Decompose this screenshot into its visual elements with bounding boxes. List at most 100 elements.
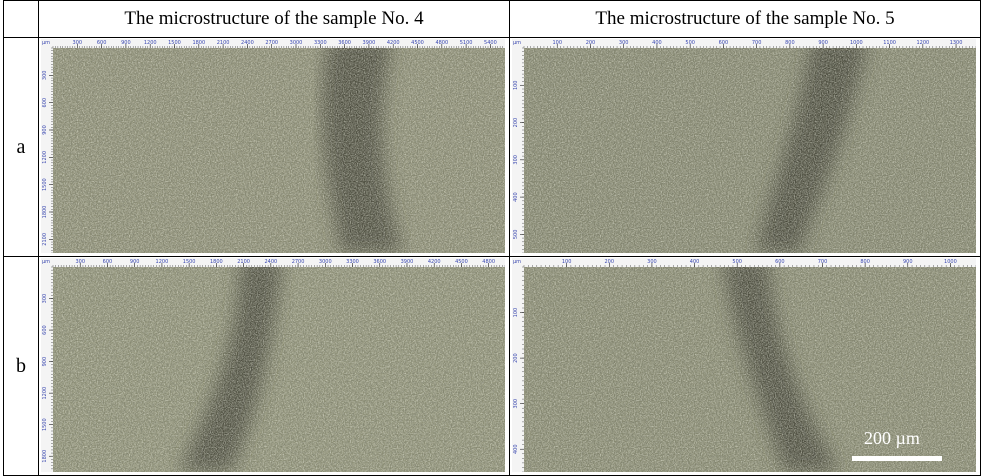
row: a µm 300 600 900 1200 1500 1800 2100 2400 2700 300… [4, 38, 981, 257]
scale-bar-label: 200 µm [864, 428, 920, 448]
row-label: a [4, 38, 39, 257]
ruler-label: 3000 [319, 259, 332, 265]
micrograph: µm 300 600 900 1200 1500 1800 2100 2400 2700 3000 3… [41, 258, 505, 472]
ruler-label: 300 [73, 40, 83, 46]
ruler-left [512, 258, 524, 472]
ruler-label: 3600 [373, 259, 386, 265]
ruler-label: 1500 [183, 259, 196, 265]
figure-table: The microstructure of the sample No. 4 T… [3, 0, 981, 476]
ruler-label: 3900 [363, 40, 376, 46]
header-row: The microstructure of the sample No. 4 T… [4, 1, 981, 38]
ruler-label: 500 [685, 40, 695, 46]
ruler-label: 2700 [265, 40, 278, 46]
ruler-label: 1500 [42, 178, 48, 191]
ruler-unit: µm [42, 40, 50, 46]
ruler-label: 100 [513, 308, 519, 318]
ruler-label: 1200 [156, 259, 169, 265]
ruler-label: 200 [605, 259, 615, 265]
ruler-label: 2100 [217, 40, 230, 46]
ruler-label: 900 [42, 357, 48, 367]
ruler-label: 400 [513, 444, 519, 454]
ruler-label: 900 [121, 40, 131, 46]
ruler-label: 400 [690, 259, 700, 265]
ruler-label: 3300 [314, 40, 327, 46]
ruler-label: 1800 [42, 450, 48, 463]
ruler-label: 4200 [428, 259, 441, 265]
ruler-label: 2100 [237, 259, 250, 265]
ruler-label: 1300 [950, 40, 963, 46]
ruler-label: 1200 [144, 40, 157, 46]
ruler-label: 600 [97, 40, 107, 46]
ruler-label: 200 [586, 40, 596, 46]
ruler-label: 3900 [401, 259, 414, 265]
ruler-label: 900 [42, 125, 48, 135]
ruler-label: 700 [818, 259, 828, 265]
ruler-label: 4800 [482, 259, 495, 265]
page: The microstructure of the sample No. 4 T… [0, 0, 986, 476]
ruler-label: 800 [860, 259, 870, 265]
ruler-label: 300 [75, 259, 85, 265]
ruler-label: 400 [513, 192, 519, 202]
micrograph-grain-dark [512, 39, 976, 253]
ruler-label: 300 [42, 71, 48, 81]
ruler-label: 5400 [484, 40, 497, 46]
ruler-label: 300 [647, 259, 657, 265]
ruler-label: 1500 [42, 418, 48, 431]
corner-cell [4, 1, 39, 38]
ruler-label: 3600 [338, 40, 351, 46]
ruler-label: 2700 [292, 259, 305, 265]
column-header: The microstructure of the sample No. 4 [39, 1, 510, 38]
ruler-label: 500 [513, 230, 519, 240]
ruler-label: 300 [42, 294, 48, 304]
micrograph-cell: µm 300 600 900 1200 1500 1800 2100 2400 2700 3000 3… [39, 38, 510, 257]
ruler-label: 4800 [435, 40, 448, 46]
ruler-label: 4200 [387, 40, 400, 46]
ruler-label: 1200 [42, 151, 48, 164]
ruler-label: 600 [719, 40, 729, 46]
ruler-label: 200 [513, 118, 519, 128]
ruler-label: 600 [103, 259, 113, 265]
ruler-label: 300 [619, 40, 629, 46]
ruler-label: 300 [513, 155, 519, 165]
ruler-label: 3000 [290, 40, 303, 46]
ruler-label: 2400 [264, 259, 277, 265]
ruler-label: 100 [513, 80, 519, 90]
ruler-label: 100 [562, 259, 572, 265]
scale-bar [852, 456, 942, 461]
ruler-label: 1000 [944, 259, 957, 265]
ruler-label: 1100 [883, 40, 896, 46]
ruler-label: 1000 [850, 40, 863, 46]
micrograph-cell: µm 300 600 900 1200 1500 1800 2100 2400 2700 3000 3… [39, 257, 510, 476]
ruler-label: 700 [752, 40, 762, 46]
ruler-label: 3300 [346, 259, 359, 265]
ruler-label: 1800 [42, 206, 48, 219]
ruler-label: 5100 [460, 40, 473, 46]
micrograph: µm 300 600 900 1200 1500 1800 2100 2400 2700 3000 3… [41, 39, 505, 253]
ruler-label: 4500 [411, 40, 424, 46]
column-header: The microstructure of the sample No. 5 [510, 1, 981, 38]
ruler-label: 900 [818, 40, 828, 46]
ruler-label: 2100 [42, 233, 48, 246]
ruler-label: 900 [903, 259, 913, 265]
ruler-label: 4500 [455, 259, 468, 265]
row-label: b [4, 257, 39, 476]
ruler-label: 1500 [168, 40, 181, 46]
ruler-label: 900 [130, 259, 140, 265]
ruler-label: 400 [652, 40, 662, 46]
ruler-label: 600 [42, 325, 48, 335]
micrograph-grain-dark [41, 39, 505, 253]
ruler-label: 600 [775, 259, 785, 265]
ruler-label: 600 [42, 98, 48, 108]
ruler-label: 100 [552, 40, 562, 46]
ruler-label: 1200 [42, 387, 48, 400]
ruler-label: 1800 [192, 40, 205, 46]
ruler-left [512, 39, 524, 253]
ruler-unit: µm [513, 40, 521, 46]
ruler-label: 2400 [241, 40, 254, 46]
ruler-label: 200 [513, 353, 519, 363]
ruler-label: 500 [732, 259, 742, 265]
ruler-label: 300 [513, 399, 519, 409]
ruler-unit: µm [42, 259, 50, 265]
